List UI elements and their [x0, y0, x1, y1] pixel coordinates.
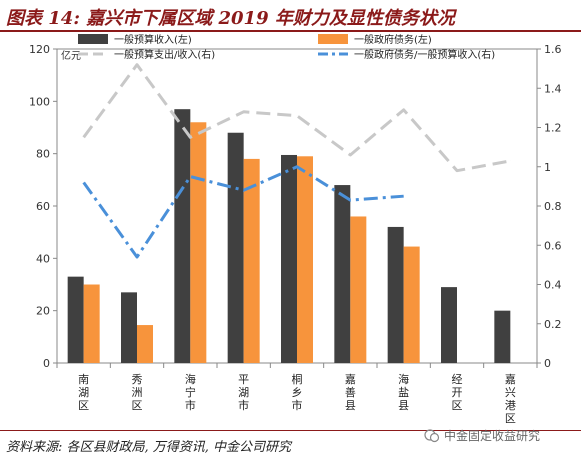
chart-bars [67, 109, 511, 364]
y-left-tick-label: 100 [29, 95, 50, 108]
x-tick-label: 嘉善县 [345, 372, 356, 412]
y-right-tick-label: 1.2 [544, 122, 562, 135]
bar [83, 284, 100, 363]
footer-divider [0, 430, 581, 431]
y-left-tick-label: 60 [36, 200, 50, 213]
y-left-tick-label: 120 [29, 43, 50, 56]
y-right-tick-label: 0 [544, 357, 551, 370]
y-left-tick-label: 0 [43, 357, 50, 370]
source-note: 资料来源: 各区县财政局, 万得资讯, 中金公司研究 [6, 440, 292, 455]
legend-label: 一般政府债务(左) [354, 33, 432, 46]
bar [67, 276, 84, 363]
x-tick-label: 经开区 [452, 373, 463, 412]
x-tick-label: 海盐县 [398, 372, 409, 412]
y-right-tick-label: 1 [544, 161, 551, 174]
bar [243, 158, 260, 363]
bar [403, 246, 420, 363]
x-tick-label: 海宁市 [185, 372, 196, 412]
chart-svg: 0 20 40 60 80 100 120 亿元 0 0.2 0.4 0.6 0.8 1 1.2 1.4 1.6… [29, 33, 562, 425]
bar [227, 132, 244, 363]
title-divider [0, 30, 581, 32]
bar [121, 292, 137, 363]
legend-swatch [78, 34, 108, 44]
y-right-tick-label: 0.4 [544, 279, 562, 292]
series-line [82, 63, 511, 173]
x-tick-label: 嘉兴港区 [505, 372, 516, 425]
chart-legend: 一般预算收入(左) 一般政府债务(左) 一般预算支出/收入(右) 一般政府债务/一般预… [78, 33, 495, 61]
legend-label: 一般政府债务/一般预算收入(右) [354, 48, 495, 61]
y-left-tick-label: 40 [36, 252, 50, 265]
y-right-tick-label: 0.8 [544, 200, 562, 213]
legend-swatch [318, 34, 348, 44]
bar [190, 122, 207, 364]
bar [387, 226, 404, 363]
legend-label: 一般预算支出/收入(右) [114, 48, 215, 61]
bar [441, 287, 457, 363]
x-tick-label: 南湖区 [78, 373, 89, 412]
y-left-tick-label: 20 [36, 305, 50, 318]
chart-lines [82, 63, 511, 259]
x-tick-label: 平湖市 [238, 373, 249, 412]
watermark-text: 中金固定收益研究 [444, 429, 541, 443]
bar [334, 185, 351, 363]
x-tick-label: 秀洲区 [132, 373, 143, 412]
y-right-tick-label: 0.2 [544, 318, 562, 331]
bar [297, 156, 313, 363]
bar [174, 109, 191, 363]
bar [281, 154, 297, 363]
watermark: 中金固定收益研究 [424, 427, 540, 444]
chart-title: 图表 14: 嘉兴市下属区域 2019 年财力及显性债务状况 [6, 8, 455, 29]
bar [137, 325, 153, 363]
bar [494, 310, 511, 363]
wechat-icon [424, 428, 440, 442]
chart-axes: 0 20 40 60 80 100 120 亿元 0 0.2 0.4 0.6 0.8 1 1.2 1.4 1.6… [29, 43, 562, 425]
y-left-tick-label: 80 [36, 148, 50, 161]
y-left-unit: 亿元 [61, 49, 81, 62]
bar [350, 216, 367, 363]
legend-label: 一般预算收入(左) [114, 33, 192, 46]
x-tick-label: 桐乡市 [292, 372, 303, 412]
y-right-tick-label: 1.4 [544, 82, 562, 95]
y-right-tick-label: 0.6 [544, 239, 562, 252]
y-right-tick-label: 1.6 [544, 43, 562, 56]
